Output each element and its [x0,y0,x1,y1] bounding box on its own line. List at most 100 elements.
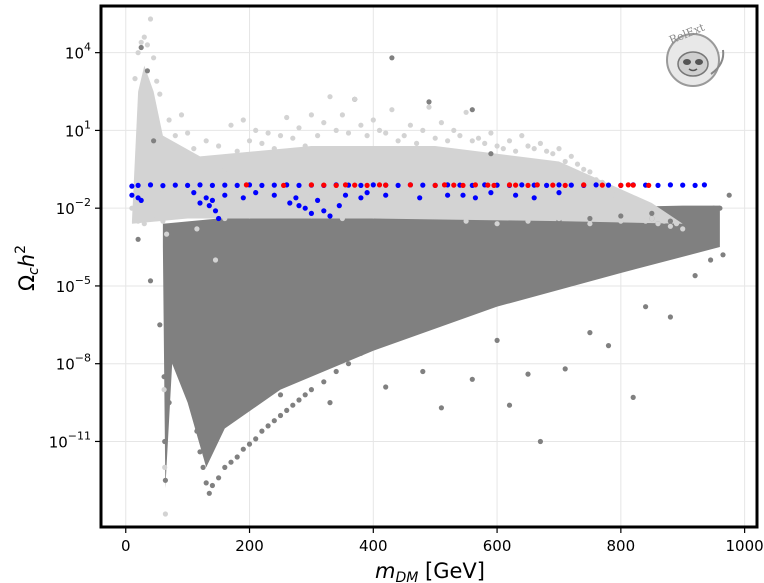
data-point [525,371,531,377]
data-point [550,182,556,188]
sloth-mouth-icon [688,68,698,72]
data-point [420,127,426,133]
x-tick-label: 800 [607,537,636,555]
data-point [673,221,680,227]
data-point [138,197,144,203]
data-point [692,210,698,216]
data-point [370,343,376,349]
data-point [587,330,593,336]
data-point [370,252,376,258]
data-point [537,438,544,445]
data-point [488,190,494,196]
data-point [222,215,228,222]
data-point [581,166,587,172]
data-point [284,407,290,413]
data-point [147,278,154,284]
data-point [500,146,506,152]
y-axis-title-sub: c [26,267,42,275]
data-point [494,262,500,268]
data-point [513,192,519,198]
x-axis-title-unit: [GeV] [418,559,485,583]
data-point [160,218,166,224]
data-point [720,252,726,258]
data-point [197,182,203,188]
data-point [240,195,246,201]
data-point [191,146,197,152]
data-point [246,441,253,447]
data-point [624,205,630,211]
data-point [692,182,698,188]
data-point [581,182,587,188]
data-point [426,104,432,110]
data-point [568,182,574,188]
data-point [191,407,197,413]
data-point [281,182,287,188]
data-point [401,244,407,250]
data-point [172,133,178,139]
y-tick-label: 101 [65,118,91,140]
data-point [203,138,209,144]
data-point [519,182,525,188]
data-point [519,133,525,139]
y-tick-label: 10−2 [56,196,91,218]
data-point [491,182,497,188]
data-point [164,231,170,237]
data-point [308,387,314,393]
data-point [327,213,333,219]
data-point [475,135,482,141]
data-point [302,205,308,211]
data-point [506,182,513,188]
data-point [376,182,383,188]
data-point [655,221,661,227]
data-point [469,376,475,382]
data-point [290,402,296,408]
data-point [457,296,463,302]
data-point [308,112,314,118]
data-point [494,143,500,149]
data-point [451,127,457,133]
data-point [277,392,284,398]
data-point [643,203,649,209]
data-point [296,125,302,131]
data-point [525,143,531,149]
data-point [407,122,413,128]
data-point [327,94,333,100]
data-point [630,228,636,235]
y-axis-ticks: 104 101 10−2 10−5 10−8 10−11 [49,41,101,451]
y-axis-title-mid: h [15,254,39,267]
data-point [407,319,413,325]
data-point [339,257,345,263]
data-point [445,301,451,307]
data-point [277,133,284,139]
data-point [482,285,488,292]
data-point [358,122,364,128]
data-point [308,262,314,268]
data-point [132,76,138,82]
data-point [234,454,240,460]
data-point [129,205,135,211]
data-point [364,182,370,188]
data-point [222,166,228,172]
data-point [154,215,160,222]
data-point [708,257,714,263]
data-point [290,135,296,141]
data-point [271,418,277,424]
data-point [692,273,698,279]
data-point [161,387,167,393]
data-point [562,366,568,372]
y-axis-title: Ωch2 [13,245,42,291]
data-point [206,490,212,496]
data-point [364,133,370,139]
data-points [129,16,732,517]
data-point [333,182,339,188]
data-point [525,182,531,188]
x-tick-label: 600 [483,537,512,555]
data-point [432,283,438,289]
data-point [420,314,426,320]
data-point [383,130,389,136]
data-point [162,477,168,483]
data-point [432,135,438,141]
data-point [618,182,624,188]
data-point [197,200,203,206]
